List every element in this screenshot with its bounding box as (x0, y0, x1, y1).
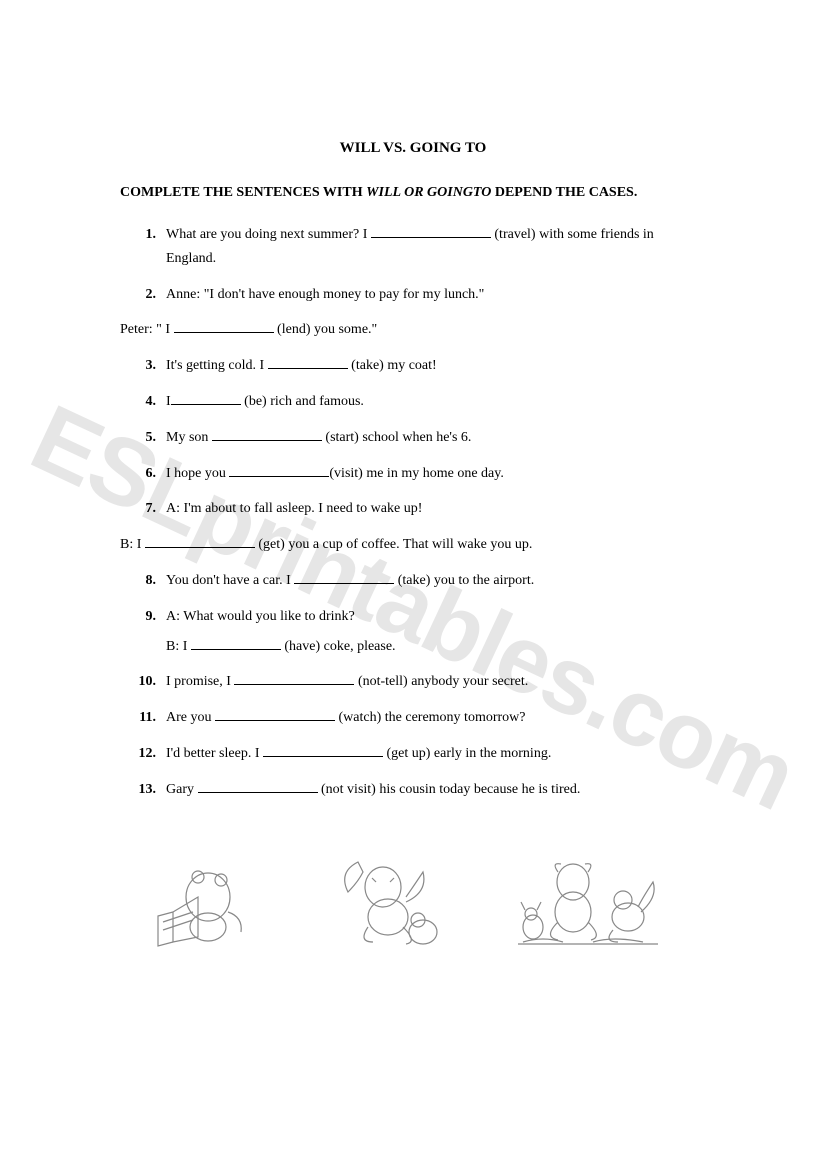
blank-input[interactable] (145, 535, 255, 548)
text: (get) you a cup of coffee. That will wak… (255, 537, 532, 552)
question-3: 3. It's getting cold. I (take) my coat! (120, 354, 706, 378)
blank-input[interactable] (234, 672, 354, 685)
text: Anne: "I don't have enough money to pay … (166, 287, 484, 302)
illustrations-row (120, 842, 706, 952)
question-8: 8. You don't have a car. I (take) you to … (120, 569, 706, 593)
text: I hope you (166, 466, 229, 481)
question-7: 7. A: I'm about to fall asleep. I need to… (120, 497, 706, 521)
text: Peter: " I (120, 322, 174, 337)
blank-input[interactable] (198, 780, 318, 793)
text: (lend) you some." (274, 322, 378, 337)
page-title: WILL VS. GOING TO (120, 140, 706, 157)
text: I'd better sleep. I (166, 746, 263, 761)
question-number: 6. (132, 462, 156, 486)
blank-input[interactable] (371, 225, 491, 238)
question-number: 11. (132, 706, 156, 730)
question-1: 1.What are you doing next summer? I (tra… (120, 223, 706, 271)
question-number: 12. (132, 742, 156, 766)
blank-input[interactable] (215, 708, 335, 721)
question-6: 6. I hope you (visit) me in my home one d… (120, 462, 706, 486)
instruction-suffix: DEPEND THE CASES. (491, 185, 637, 200)
cartoon-illustration-icon (153, 842, 283, 952)
text: Are you (166, 710, 215, 725)
question-13: 13. Gary (not visit) his cousin today bec… (120, 778, 706, 802)
text: Gary (166, 782, 198, 797)
blank-input[interactable] (268, 356, 348, 369)
blank-input[interactable] (229, 464, 329, 477)
question-2-response: Peter: " I (lend) you some." (120, 318, 706, 342)
text: (get up) early in the morning. (383, 746, 551, 761)
worksheet-page: WILL VS. GOING TO COMPLETE THE SENTENCES… (0, 0, 826, 992)
text: (not-tell) anybody your secret. (354, 674, 528, 689)
question-2: 2. Anne: "I don't have enough money to pa… (120, 283, 706, 307)
text: (take) you to the airport. (394, 573, 534, 588)
question-number: 2. (132, 283, 156, 307)
blank-input[interactable] (174, 320, 274, 333)
cartoon-illustration-icon (328, 842, 458, 952)
question-number: 9. (132, 605, 156, 629)
question-9: 9. A: What would you like to drink? (120, 605, 706, 629)
instruction-line: COMPLETE THE SENTENCES WITH WILL OR GOIN… (120, 185, 706, 201)
text: You don't have a car. I (166, 573, 294, 588)
question-10: 10. I promise, I (not-tell) anybody your … (120, 670, 706, 694)
blank-input[interactable] (212, 428, 322, 441)
question-number: 1. (132, 223, 156, 247)
text: (watch) the ceremony tomorrow? (335, 710, 525, 725)
question-4: 4.I (be) rich and famous. (120, 390, 706, 414)
blank-input[interactable] (294, 571, 394, 584)
question-number: 13. (132, 778, 156, 802)
question-number: 7. (132, 497, 156, 521)
question-7-response: B: I (get) you a cup of coffee. That wil… (120, 533, 706, 557)
text: (visit) me in my home one day. (329, 466, 503, 481)
text: B: I (166, 639, 191, 654)
text: B: I (120, 537, 145, 552)
question-number: 4. (132, 390, 156, 414)
text: A: I'm about to fall asleep. I need to w… (166, 501, 422, 516)
cartoon-illustration-icon (503, 842, 673, 952)
question-9-response: B: I (have) coke, please. (120, 635, 706, 659)
question-12: 12. I'd better sleep. I (get up) early in… (120, 742, 706, 766)
text: (be) rich and famous. (241, 394, 364, 409)
question-5: 5. My son (start) school when he's 6. (120, 426, 706, 450)
blank-input[interactable] (191, 637, 281, 650)
text: I promise, I (166, 674, 234, 689)
question-11: 11. Are you (watch) the ceremony tomorrow… (120, 706, 706, 730)
text: (start) school when he's 6. (322, 430, 472, 445)
text: It's getting cold. I (166, 358, 268, 373)
text: (take) my coat! (348, 358, 437, 373)
text: What are you doing next summer? I (166, 227, 371, 242)
question-number: 5. (132, 426, 156, 450)
blank-input[interactable] (171, 392, 241, 405)
text: (have) coke, please. (281, 639, 396, 654)
question-number: 8. (132, 569, 156, 593)
question-number: 10. (132, 670, 156, 694)
text: My son (166, 430, 212, 445)
text: (not visit) his cousin today because he … (318, 782, 581, 797)
text: A: What would you like to drink? (166, 609, 355, 624)
instruction-italic: WILL OR GOINGTO (366, 185, 491, 200)
blank-input[interactable] (263, 744, 383, 757)
instruction-prefix: COMPLETE THE SENTENCES WITH (120, 185, 366, 200)
question-number: 3. (132, 354, 156, 378)
